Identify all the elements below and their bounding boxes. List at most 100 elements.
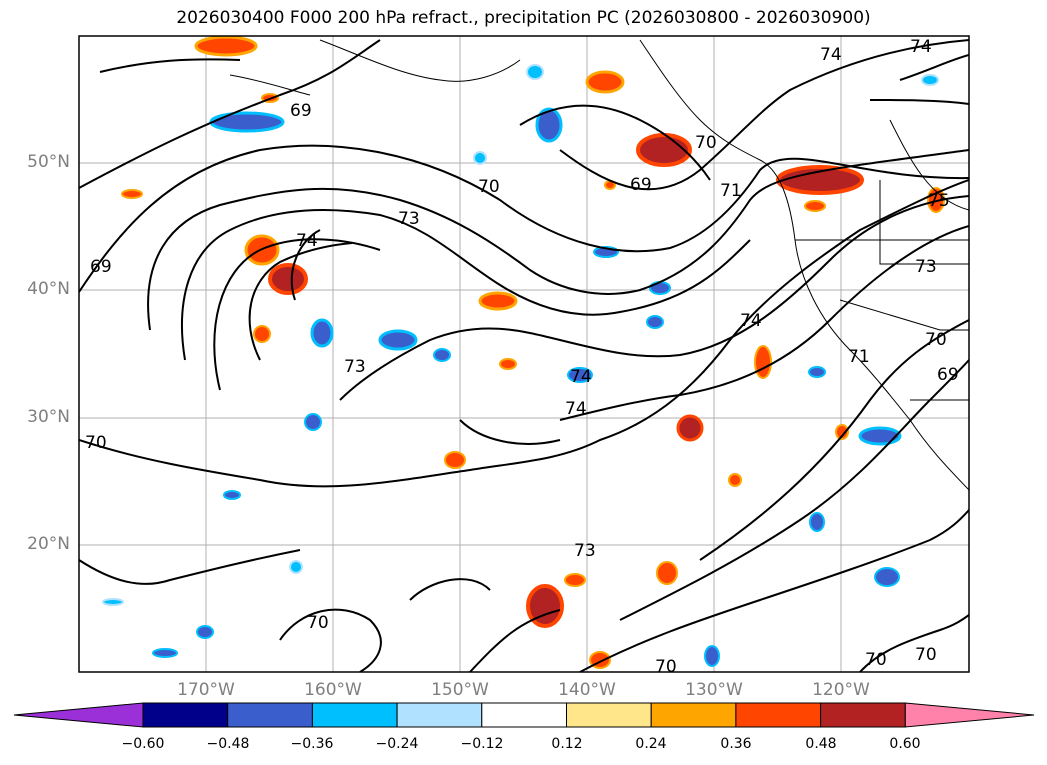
- precip-blob: [646, 315, 664, 329]
- contour-label: 69: [630, 175, 652, 195]
- contour-label: 73: [344, 357, 366, 377]
- precip-blob: [535, 107, 563, 143]
- precip-blob: [378, 329, 418, 351]
- precip-blob: [567, 367, 593, 383]
- lon-label: 150°W: [431, 680, 489, 700]
- colorbar-segment: [13, 702, 144, 728]
- lat-label: 40°N: [27, 279, 70, 299]
- colorbar-segment: [142, 702, 229, 728]
- contour-label: 75: [928, 191, 950, 211]
- precip-blob: [209, 111, 285, 133]
- lat-label: 30°N: [27, 407, 70, 427]
- colorbar-segment: [481, 702, 567, 728]
- lon-label: 140°W: [558, 680, 616, 700]
- precip-blob: [194, 36, 258, 57]
- contour-label: 69: [290, 101, 312, 121]
- contour-label: 74: [565, 399, 587, 419]
- colorbar-segment: [904, 702, 1035, 728]
- precip-blob: [196, 625, 214, 639]
- lon-label: 130°W: [685, 680, 743, 700]
- precip-blob: [809, 512, 825, 532]
- contour-line: [99, 58, 241, 73]
- precip-blob: [444, 451, 466, 469]
- precip-positive-blobs: [121, 36, 945, 669]
- precip-blob: [874, 567, 900, 587]
- colorbar-tick-label: 0.24: [635, 736, 667, 752]
- contour-label: 74: [910, 37, 932, 57]
- contour-line: [79, 39, 381, 189]
- contour-label: 70: [655, 657, 677, 677]
- contour-line: [339, 195, 969, 401]
- precip-blob: [804, 200, 826, 212]
- contour-line: [579, 509, 969, 672]
- contour-label: 70: [695, 133, 717, 153]
- colorbar-tick-label: −0.12: [460, 736, 504, 752]
- contour-label: 71: [848, 347, 870, 367]
- coastline: [319, 39, 521, 82]
- lat-label: 50°N: [27, 152, 70, 172]
- plot-frame: [78, 35, 970, 673]
- colorbar-segment: [735, 702, 822, 728]
- contour-label: 74: [740, 311, 762, 331]
- contour-line: [290, 229, 321, 301]
- contour-line: [699, 319, 969, 561]
- colorbar-tick-label: −0.60: [121, 736, 165, 752]
- contour-label: 69: [90, 257, 112, 277]
- precip-blob: [304, 413, 322, 431]
- lat-label: 20°N: [27, 534, 70, 554]
- contour-line: [459, 419, 561, 445]
- precip-blob: [223, 490, 241, 500]
- contour-label: 69: [937, 365, 959, 385]
- precip-blob: [656, 561, 678, 585]
- lon-label: 170°W: [177, 680, 235, 700]
- precip-blob: [564, 573, 586, 587]
- colorbar-tick-label: 0.12: [551, 736, 583, 752]
- contour-line: [248, 242, 353, 361]
- contour-label: 74: [820, 45, 842, 65]
- contour-line: [899, 54, 969, 81]
- refractivity-contours: [79, 39, 969, 672]
- contour-line: [619, 359, 969, 621]
- colorbar-segment: [650, 702, 737, 728]
- precip-blob: [499, 358, 517, 370]
- contour-label: 73: [398, 209, 420, 229]
- precip-blob: [473, 151, 487, 165]
- colorbar-segment: [566, 702, 652, 728]
- contour-line: [869, 99, 969, 105]
- precip-negative-blobs: [102, 64, 939, 667]
- contour-line: [213, 238, 381, 391]
- precip-blob: [526, 64, 544, 80]
- colorbar-segment: [820, 702, 906, 728]
- precip-blob: [858, 426, 902, 446]
- coastline: [889, 119, 969, 211]
- contour-line: [147, 149, 969, 331]
- colorbar-tick-label: −0.36: [290, 736, 334, 752]
- precip-blob: [921, 74, 939, 86]
- contour-line: [519, 104, 711, 181]
- colorbar-segment: [396, 702, 483, 728]
- coastline: [879, 180, 969, 265]
- map-title: 2026030400 F000 200 hPa refract., precip…: [176, 8, 871, 28]
- precip-blob: [585, 70, 625, 94]
- precip-blob: [728, 473, 742, 487]
- contour-line: [181, 209, 751, 361]
- colorbar-segment: [227, 702, 313, 728]
- precip-blob: [676, 414, 704, 442]
- contour-label: 70: [478, 177, 500, 197]
- precip-blob: [310, 318, 334, 348]
- colorbar-tick-label: −0.24: [375, 736, 419, 752]
- colorbar: [13, 702, 1035, 728]
- colorbar-segment: [311, 702, 398, 728]
- contour-label: 70: [85, 433, 107, 453]
- coastline: [839, 299, 969, 331]
- contour-label: 73: [574, 541, 596, 561]
- contour-line: [559, 225, 969, 421]
- precip-blob: [289, 560, 303, 574]
- colorbar-tick-label: 0.60: [889, 736, 921, 752]
- contour-line: [79, 179, 969, 488]
- colorbar-tick-label: 0.48: [805, 736, 837, 752]
- precip-blob: [776, 165, 864, 195]
- lon-label: 120°W: [812, 680, 870, 700]
- gridlines: [79, 36, 969, 672]
